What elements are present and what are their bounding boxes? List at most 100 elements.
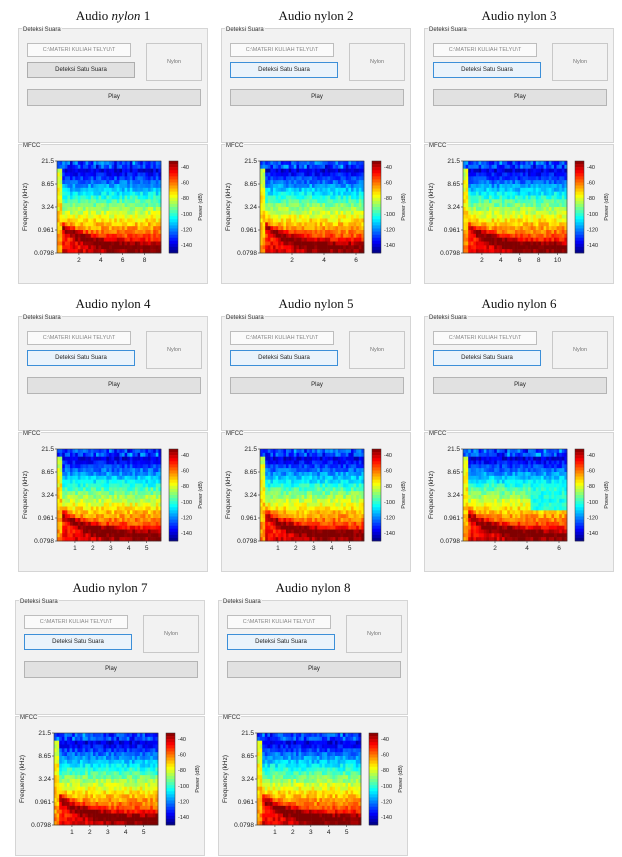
spectrogram-cell (88, 169, 91, 173)
spectrogram-cell (67, 495, 70, 499)
spectrogram-cell (112, 207, 115, 211)
spectrogram-cell (153, 472, 156, 476)
spectrogram-cell (481, 215, 484, 219)
spectrogram-cell (341, 219, 344, 223)
spectrogram-cell (328, 510, 331, 514)
play-button[interactable]: Play (433, 89, 607, 106)
spectrogram-cell (78, 499, 81, 503)
spectrogram-cell (109, 533, 112, 537)
detect-single-sound-button[interactable]: Deteksi Satu Suara (230, 62, 338, 78)
spectrogram-cell (328, 176, 331, 180)
spectrogram-cell (278, 526, 281, 530)
spectrogram-cell (328, 495, 331, 499)
spectrogram-cell (132, 192, 135, 196)
spectrogram-cell (315, 180, 318, 184)
spectrogram-cell (283, 499, 286, 503)
spectrogram-cell (468, 196, 471, 200)
spectrogram-cell (268, 449, 271, 453)
play-button[interactable]: Play (230, 377, 404, 394)
spectrogram-cell (127, 215, 130, 219)
spectrogram-cell (286, 522, 289, 526)
spectrogram-cell (65, 180, 68, 184)
spectrogram-cell (497, 188, 500, 192)
spectrogram-cell (335, 234, 338, 238)
spectrogram-cell (359, 238, 362, 242)
spectrogram-cell (346, 215, 349, 219)
spectrogram-cell (335, 510, 338, 514)
spectrogram-cell (276, 192, 279, 196)
spectrogram-cell (67, 173, 70, 177)
spectrogram-cell (494, 203, 497, 207)
spectrogram-cell (466, 203, 469, 207)
spectrogram-cell (260, 487, 263, 491)
spectrogram-cell (307, 499, 310, 503)
spectrogram-cell (273, 222, 276, 226)
spectrogram-cell (138, 169, 141, 173)
spectrogram-cell (114, 238, 117, 242)
spectrogram-cell (359, 184, 362, 188)
spectrogram-cell (484, 211, 487, 215)
file-path-field[interactable]: C:\MATERI KULIAH TELYU\T (27, 331, 131, 345)
spectrogram-cell (96, 457, 99, 461)
spectrogram-cell (499, 192, 502, 196)
spectrogram-cell (153, 533, 156, 537)
spectrogram-cell (463, 176, 466, 180)
spectrogram-cell (127, 507, 130, 511)
spectrogram-cell (312, 487, 315, 491)
spectrogram-cell (127, 226, 130, 230)
play-button[interactable]: Play (27, 89, 201, 106)
spectrogram-cell (276, 522, 279, 526)
spectrogram-cell (151, 480, 154, 484)
spectrogram-cell (104, 537, 107, 541)
spectrogram-cells (463, 161, 567, 253)
file-path-field[interactable]: C:\MATERI KULIAH TELYU\T (230, 43, 334, 57)
play-button[interactable]: Play (27, 377, 201, 394)
spectrogram-cell (341, 457, 344, 461)
spectrogram-cell (309, 234, 312, 238)
spectrogram-cell (499, 161, 502, 165)
spectrogram-cell (286, 242, 289, 246)
spectrogram-cell (351, 161, 354, 165)
spectrogram-cell (148, 530, 151, 534)
spectrogram-cell (130, 184, 133, 188)
spectrogram-cell (351, 480, 354, 484)
spectrogram-cell (273, 472, 276, 476)
x-tick-label: 10 (554, 257, 562, 264)
spectrogram-cell (276, 518, 279, 522)
file-path-field[interactable]: C:\MATERI KULIAH TELYU\T (433, 43, 537, 57)
spectrogram-cell (294, 238, 297, 242)
play-button[interactable]: Play (230, 89, 404, 106)
spectrogram-cell (273, 530, 276, 534)
colorbar-segment (575, 164, 584, 167)
spectrogram-cell (125, 242, 128, 246)
detect-single-sound-button[interactable]: Deteksi Satu Suara (433, 62, 541, 78)
file-path-field[interactable]: C:\MATERI KULIAH TELYU\T (230, 331, 334, 345)
spectrogram-cell (88, 530, 91, 534)
spectrogram-cell (268, 453, 271, 457)
spectrogram-cell (70, 199, 73, 203)
spectrogram-cell (114, 207, 117, 211)
detect-single-sound-button[interactable]: Deteksi Satu Suara (230, 350, 338, 366)
detect-single-sound-button[interactable]: Deteksi Satu Suara (27, 62, 135, 78)
spectrogram-cell (106, 530, 109, 534)
spectrogram-cell (60, 245, 63, 249)
spectrogram-cell (281, 510, 284, 514)
spectrogram-cell (283, 219, 286, 223)
detect-single-sound-button[interactable]: Deteksi Satu Suara (27, 350, 135, 366)
spectrogram-cell (130, 457, 133, 461)
spectrogram-cell (484, 234, 487, 238)
spectrogram-cell (559, 207, 562, 211)
spectrogram-cell (99, 207, 102, 211)
spectrogram-cell (93, 495, 96, 499)
spectrogram-cell (468, 165, 471, 169)
spectrogram-cell (127, 453, 130, 457)
spectrogram-cell (143, 161, 146, 165)
spectrogram-cell (78, 242, 81, 246)
spectrogram-cell (281, 484, 284, 488)
spectrogram-cell (356, 230, 359, 234)
spectrogram-cell (299, 180, 302, 184)
spectrogram-cell (88, 518, 91, 522)
colorbar-segment (169, 504, 178, 507)
file-path-field[interactable]: C:\MATERI KULIAH TELYU\T (27, 43, 131, 57)
spectrogram-cell (62, 449, 65, 453)
